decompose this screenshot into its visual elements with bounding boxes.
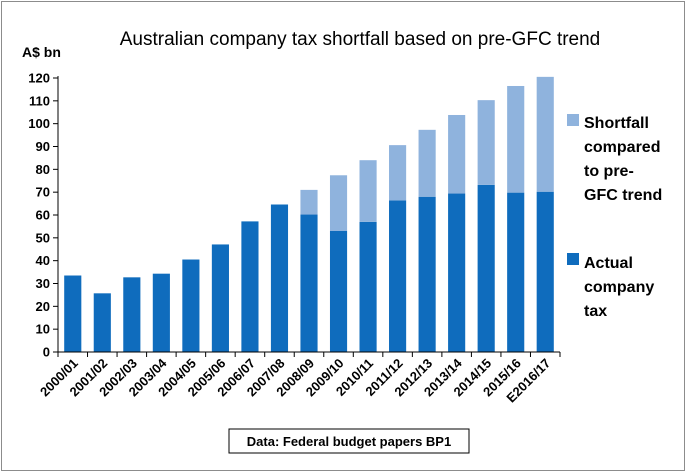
- bar-actual-company-tax: [270, 204, 289, 352]
- y-tick-label: 60: [36, 208, 50, 223]
- bar-shortfall: [389, 145, 407, 201]
- bar-actual-company-tax: [241, 221, 259, 352]
- legend-label: Actual: [584, 255, 633, 272]
- legend-swatch: [567, 114, 579, 126]
- x-axis: 2000/012001/022002/032003/042004/052005/…: [37, 351, 561, 405]
- bar-actual-company-tax: [211, 244, 229, 352]
- bar-actual-company-tax: [359, 221, 377, 352]
- y-tick-label: 0: [43, 345, 50, 360]
- bar-shortfall: [507, 85, 525, 193]
- legend-label: GFC trend: [584, 187, 662, 204]
- y-tick-label: 120: [28, 71, 50, 86]
- legend-label: company: [584, 279, 654, 296]
- bar-actual-company-tax: [152, 273, 170, 352]
- bar-actual-company-tax: [448, 193, 466, 352]
- bar-actual-company-tax: [64, 275, 82, 352]
- source-box: [228, 428, 470, 454]
- bar-shortfall: [536, 76, 554, 192]
- bar-actual-company-tax: [300, 214, 318, 352]
- legend-swatch: [567, 253, 579, 265]
- legend-label: Shortfall: [584, 115, 649, 132]
- y-tick-label: 40: [36, 253, 50, 268]
- y-tick-label: 10: [36, 322, 50, 337]
- bar-actual-company-tax: [477, 184, 495, 352]
- bar-actual-company-tax: [182, 259, 200, 352]
- bar-actual-company-tax: [123, 277, 141, 352]
- bar-shortfall: [477, 100, 495, 185]
- y-tick-label: 110: [29, 93, 50, 108]
- bar-shortfall: [418, 129, 436, 197]
- y-tick-label: 70: [36, 185, 50, 200]
- legend: Shortfall compared to pre- GFC trend Actual c…: [567, 114, 662, 320]
- legend-label: compared: [584, 139, 660, 156]
- y-axis: 0 10 20 30 40 50 60 70 80 90 100 110 120: [28, 71, 59, 360]
- bar-actual-company-tax: [93, 293, 111, 352]
- bar-actual-company-tax: [418, 196, 436, 352]
- legend-label: to pre-: [584, 163, 634, 180]
- legend-label: tax: [584, 303, 607, 320]
- bar-shortfall: [359, 160, 377, 222]
- y-axis-label: A$ bn: [22, 44, 61, 60]
- bar-actual-company-tax: [536, 191, 554, 352]
- y-tick-label: 50: [36, 230, 50, 245]
- y-tick-label: 90: [36, 139, 50, 154]
- source-text: Data: Federal budget papers BP1: [247, 434, 451, 449]
- y-tick-label: 30: [36, 276, 50, 291]
- source-note: Data: Federal budget papers BP1: [228, 428, 470, 454]
- bar-actual-company-tax: [329, 230, 348, 352]
- bar-shortfall: [300, 189, 318, 215]
- y-tick-label: 80: [36, 162, 50, 177]
- bar-shortfall: [448, 114, 466, 194]
- bar-shortfall: [329, 175, 348, 231]
- chart-title: Australian company tax shortfall based o…: [120, 29, 601, 50]
- y-tick-label: 100: [28, 116, 50, 131]
- bar-actual-company-tax: [389, 200, 407, 352]
- bars: [64, 76, 554, 352]
- bar-actual-company-tax: [507, 192, 525, 352]
- y-tick-label: 20: [36, 299, 50, 314]
